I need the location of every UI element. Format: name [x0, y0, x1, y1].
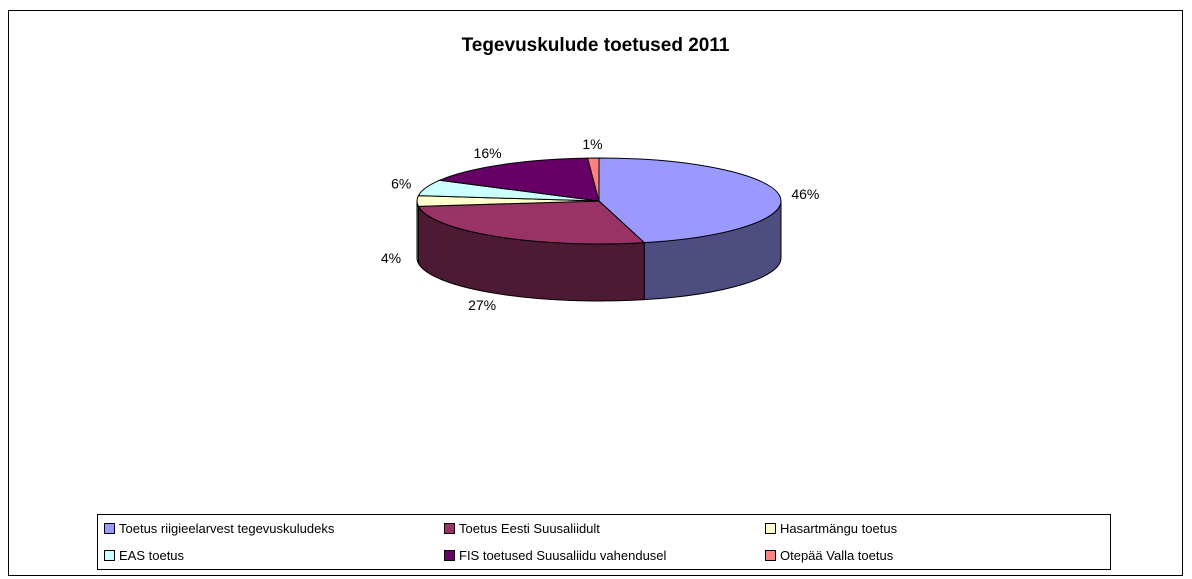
legend-item: Otepää Valla toetus [765, 546, 893, 564]
legend-label: Otepää Valla toetus [780, 547, 894, 563]
pie-side-layer [416, 200, 782, 302]
pie-slice [598, 157, 782, 244]
legend-label: Toetus riigieelarvest tegevuskuludeks [119, 520, 335, 536]
legend: Toetus riigieelarvest tegevuskuludeks Toe… [97, 514, 1111, 570]
legend-item: FIS toetused Suusaliidu vahendusel [444, 546, 666, 564]
legend-item: Hasartmängu toetus [765, 519, 897, 537]
legend-swatch [765, 522, 776, 534]
legend-label: FIS toetused Suusaliidu vahendusel [459, 547, 667, 563]
slice-label: 16% [474, 145, 502, 161]
pie-slice [586, 157, 600, 202]
slice-label: 46% [791, 186, 819, 202]
legend-swatch [444, 549, 455, 561]
legend-swatch [104, 549, 115, 561]
slice-label: 27% [468, 297, 496, 313]
slice-label: 4% [381, 250, 401, 266]
pie-top-layer [416, 157, 782, 245]
legend-label: Hasartmängu toetus [780, 520, 898, 536]
pie-slice-side [416, 200, 419, 264]
legend-label: EAS toetus [119, 547, 185, 563]
legend-swatch [104, 522, 115, 534]
legend-label: Toetus Eesti Suusaliidult [459, 520, 600, 536]
pie-slice [417, 200, 646, 245]
legend-item: Toetus Eesti Suusaliidult [444, 519, 600, 537]
legend-item: EAS toetus [104, 546, 184, 564]
chart-area: Tegevuskulude toetused 2011 46% 27% 4% 6% 16… [8, 10, 1183, 576]
pie-label-layer: 46% 27% 4% 6% 16% 1% [381, 136, 819, 313]
slice-label: 1% [582, 136, 602, 152]
slice-label: 6% [391, 175, 411, 191]
legend-item: Toetus riigieelarvest tegevuskuludeks [104, 519, 334, 537]
chart-title: Tegevuskulude toetused 2011 [461, 35, 730, 56]
legend-swatch [765, 549, 776, 561]
legend-swatch [444, 522, 455, 534]
pie-chart: 46% 27% 4% 6% 16% 1% [381, 136, 819, 313]
pie-slice [437, 157, 600, 202]
